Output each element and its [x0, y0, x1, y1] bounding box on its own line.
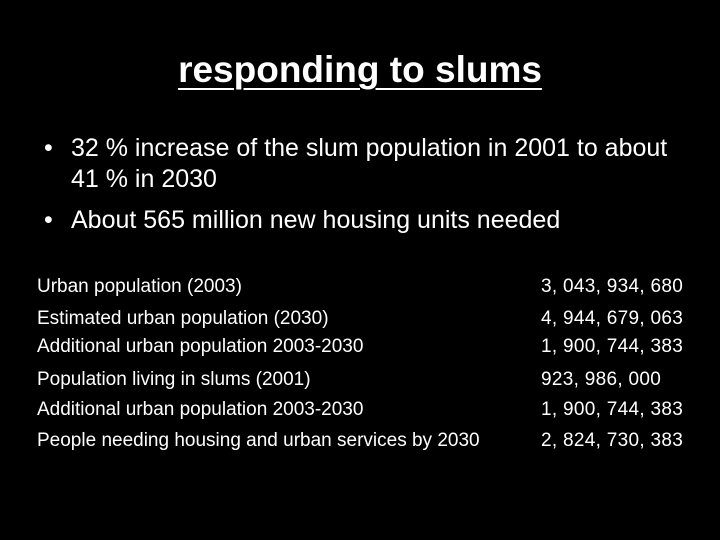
- table-row: Additional urban population 2003-2030 1,…: [37, 334, 697, 360]
- bullet-list: • 32 % increase of the slum population i…: [44, 133, 694, 246]
- bullet-text: 32 % increase of the slum population in …: [71, 134, 668, 193]
- row-label: People needing housing and urban service…: [37, 430, 480, 451]
- row-label: Estimated urban population (2030): [37, 308, 329, 329]
- table-row: Population living in slums (2001) 923, 9…: [37, 367, 697, 393]
- table-row: Urban population (2003) 3, 043, 934, 680: [37, 274, 697, 300]
- row-value: 3, 043, 934, 680: [541, 276, 684, 297]
- row-label: Urban population (2003): [37, 276, 242, 297]
- row-label: Additional urban population 2003-2030: [37, 336, 364, 357]
- bullet-item: • About 565 million new housing units ne…: [44, 205, 694, 236]
- row-label: Additional urban population 2003-2030: [37, 399, 364, 420]
- slide-title: responding to slums: [178, 49, 542, 90]
- population-table: Urban population (2003) 3, 043, 934, 680…: [37, 274, 697, 454]
- bullet-marker: •: [44, 206, 53, 234]
- table-row: Additional urban population 2003-2030 1,…: [37, 397, 697, 423]
- bullet-text: About 565 million new housing units need…: [71, 206, 561, 234]
- row-value: 923, 986, 000: [541, 369, 662, 390]
- row-value: 2, 824, 730, 383: [541, 430, 684, 451]
- table-row: Estimated urban population (2030) 4, 944…: [37, 306, 697, 332]
- row-value: 1, 900, 744, 383: [541, 399, 684, 420]
- bullet-item: • 32 % increase of the slum population i…: [44, 133, 694, 195]
- row-value: 4, 944, 679, 063: [541, 308, 684, 329]
- bullet-marker: •: [44, 134, 53, 162]
- row-label: Population living in slums (2001): [37, 369, 311, 390]
- table-row: People needing housing and urban service…: [37, 428, 697, 454]
- row-value: 1, 900, 744, 383: [541, 336, 684, 357]
